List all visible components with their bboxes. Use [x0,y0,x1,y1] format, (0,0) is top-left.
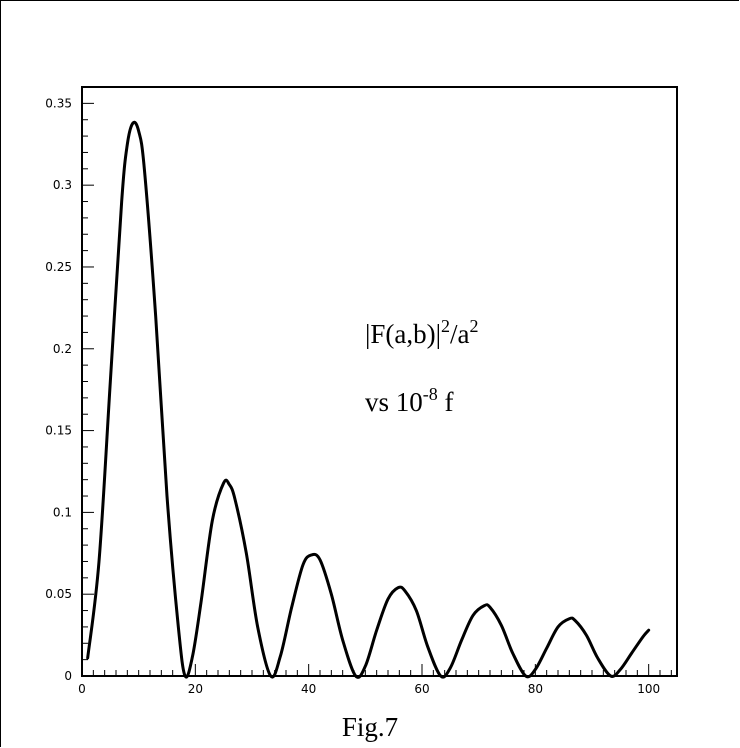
annotation-line-1: |F(a,b)|2/a2 [365,316,479,349]
x-tick-label: 80 [528,682,543,696]
x-tick-label: 60 [414,682,429,696]
y-tick-label: 0.25 [45,260,72,274]
y-tick-label: 0.3 [53,178,72,192]
y-tick-label: 0 [64,669,72,683]
x-tick-label: 100 [637,682,660,696]
plot-frame [81,86,678,677]
figure-caption: Fig.7 [341,712,399,742]
annotation-exponent: -8 [423,384,438,404]
y-tick-label: 0.35 [45,96,72,110]
annotation-tail: f [438,387,454,417]
annotation-sup-2: 2 [470,316,479,336]
annotation-main: |F(a,b)| [365,319,441,349]
chart: 0 20 40 60 80 100 0 0.05 0.1 0.15 0.2 0.25 0.3 0.35 |… [45,86,678,696]
y-tick-label: 0.05 [45,587,72,601]
x-tick-label: 0 [78,682,86,696]
annotation-line-2: vs 10-8 f [365,384,454,417]
series-curve [86,120,651,679]
ticks [81,86,672,677]
annotation-sup-1: 2 [441,316,450,336]
annotation-vs: vs 10 [365,387,423,417]
y-tick-label: 0.2 [53,342,72,356]
x-tick-label: 20 [188,682,203,696]
y-tick-label: 0.1 [53,505,72,519]
x-tick-label: 40 [301,682,316,696]
tick-labels: 0 20 40 60 80 100 0 0.05 0.1 0.15 0.2 0.25 0.3 0.35 [45,96,660,696]
annotation-mid: /a [450,319,470,349]
y-tick-label: 0.15 [45,424,72,438]
